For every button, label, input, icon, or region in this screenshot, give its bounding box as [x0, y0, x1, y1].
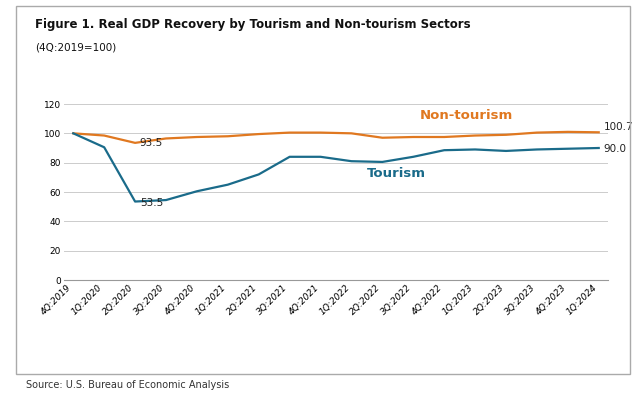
Text: Source: U.S. Bureau of Economic Analysis: Source: U.S. Bureau of Economic Analysis: [26, 380, 229, 390]
Text: 100.7: 100.7: [604, 122, 633, 132]
Text: Non-tourism: Non-tourism: [419, 109, 513, 122]
Text: Tourism: Tourism: [367, 167, 426, 180]
Text: 53.5: 53.5: [140, 198, 163, 208]
Text: 90.0: 90.0: [604, 144, 627, 154]
Text: Figure 1. Real GDP Recovery by Tourism and Non-tourism Sectors: Figure 1. Real GDP Recovery by Tourism a…: [35, 18, 471, 31]
Text: 93.5: 93.5: [140, 138, 163, 148]
Text: (4Q:2019=100): (4Q:2019=100): [35, 42, 116, 52]
